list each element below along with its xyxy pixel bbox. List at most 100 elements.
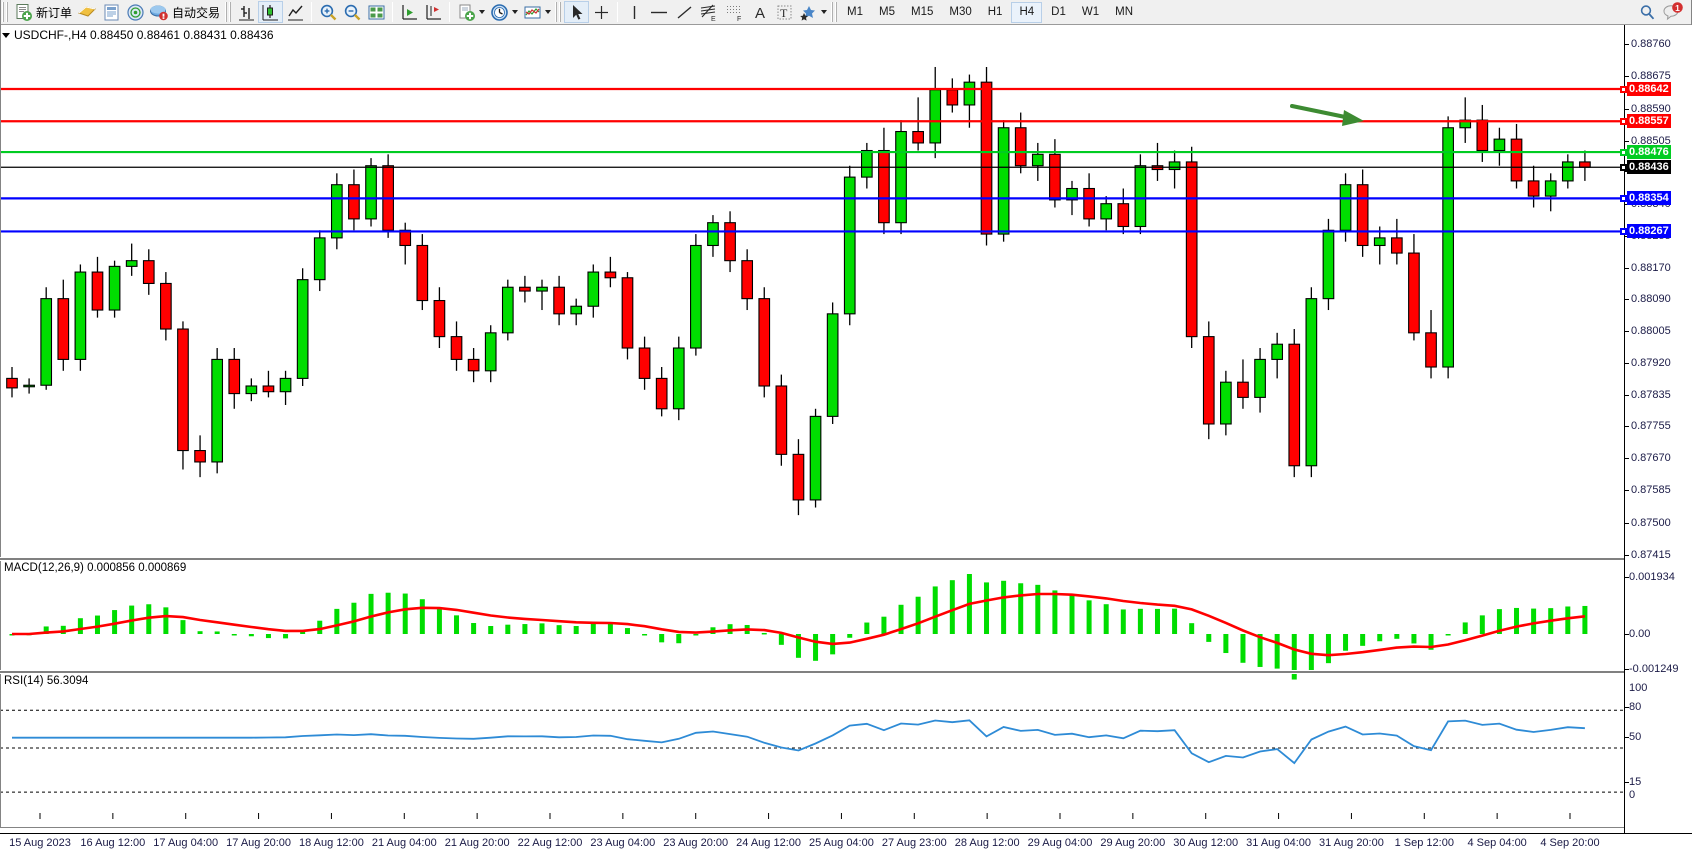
auto-scroll-button[interactable] <box>397 1 421 23</box>
price-scale[interactable]: 0.887600.886750.885900.885050.884250.883… <box>1620 25 1692 853</box>
crosshair-icon <box>594 5 608 19</box>
timeframe-m5[interactable]: M5 <box>879 6 895 18</box>
period-dropdown-caret[interactable] <box>512 10 519 14</box>
candle-body <box>433 299 446 338</box>
candle-body <box>1202 336 1215 425</box>
vertical-line-button[interactable] <box>622 1 646 23</box>
chart-menu-caret-icon[interactable] <box>2 32 10 38</box>
price-level-badge[interactable]: 0.88436 <box>1627 160 1671 175</box>
timeframe-d1[interactable]: D1 <box>1051 6 1066 18</box>
fibonacci-button[interactable]: E <box>696 1 722 23</box>
candle-body <box>638 347 651 379</box>
time-axis-label: 4 Sep 20:00 <box>1540 837 1600 849</box>
macd-histogram-bar <box>1394 634 1400 639</box>
timeframe-m1[interactable]: M1 <box>847 6 864 18</box>
grid-button[interactable] <box>364 1 388 23</box>
toolbar-grip-2[interactable] <box>224 2 232 22</box>
macd-histogram-bar <box>539 623 545 634</box>
objects-button[interactable] <box>796 1 820 23</box>
candle-body <box>1322 229 1335 300</box>
timeframe-w1[interactable]: W1 <box>1081 6 1100 18</box>
macd-histogram-bar <box>778 634 784 645</box>
indicators-button[interactable] <box>520 1 544 23</box>
horizontal-line-button[interactable] <box>646 1 672 23</box>
zoom-in-button[interactable] <box>316 1 340 23</box>
price-level-marker <box>1620 118 1627 126</box>
price-level-badge[interactable]: 0.88267 <box>1627 224 1671 239</box>
toolbar-grip-4[interactable] <box>830 2 838 22</box>
history-button[interactable] <box>75 1 99 23</box>
templates-button[interactable] <box>454 1 478 23</box>
timeframe-m30[interactable]: M30 <box>949 6 972 18</box>
macd-histogram-bar <box>1325 634 1331 664</box>
candle-body <box>809 415 822 501</box>
line-chart-button[interactable] <box>283 1 307 23</box>
candle-chart-button[interactable] <box>258 1 284 23</box>
candle-body <box>177 328 189 452</box>
candle-body <box>536 286 548 292</box>
candle-body <box>672 347 685 410</box>
price-level-badge[interactable]: 0.88354 <box>1627 191 1671 206</box>
indicators-dropdown-caret[interactable] <box>545 10 552 14</box>
trendline-button[interactable] <box>672 1 696 23</box>
period-button[interactable] <box>487 1 511 23</box>
macd-histogram-bar <box>1035 584 1041 634</box>
text-button[interactable]: A <box>748 1 772 23</box>
time-axis-label: 30 Aug 12:00 <box>1173 837 1239 849</box>
price-tick <box>1625 363 1629 365</box>
macd-histogram-bar <box>60 625 66 634</box>
toolbar-grip-3[interactable] <box>554 2 562 22</box>
up-trend-arrow-icon[interactable] <box>1290 104 1364 126</box>
macd-histogram-bar <box>1103 604 1109 634</box>
time-scale[interactable]: 15 Aug 2023 16 Aug 12:00 17 Aug 04:00 17 Au… <box>0 833 1692 853</box>
symbol-info-bar[interactable]: USDCHF-,H4 0.88450 0.88461 0.88431 0.884… <box>2 28 274 42</box>
macd-histogram-bar <box>881 616 887 634</box>
auto-scroll-icon <box>401 4 417 20</box>
news-button[interactable] <box>99 1 123 23</box>
candle-body <box>1493 138 1506 152</box>
text-label-button[interactable]: T <box>772 1 796 23</box>
new-order-button[interactable] <box>11 1 35 23</box>
price-level-badge[interactable]: 0.88557 <box>1627 114 1671 129</box>
candle-chart-icon <box>262 4 279 20</box>
macd-histogram-bar <box>214 631 220 634</box>
candle-body <box>330 184 343 239</box>
price-tick <box>1625 555 1629 556</box>
auto-trading-button[interactable] <box>147 1 171 23</box>
toolbar-separator-4 <box>617 2 619 22</box>
timeframe-m15[interactable]: M15 <box>911 6 934 18</box>
svg-text:F: F <box>737 16 741 22</box>
chart-shift-button[interactable] <box>421 1 445 23</box>
bar-chart-button[interactable] <box>234 1 258 23</box>
timeframe-mn[interactable]: MN <box>1115 6 1133 18</box>
signals-button[interactable] <box>123 1 147 23</box>
macd-scale-label: 0.001934 <box>1629 571 1675 583</box>
search-button[interactable] <box>1636 1 1660 23</box>
candle-body <box>519 286 531 292</box>
zoom-out-button[interactable] <box>340 1 364 23</box>
crosshair-button[interactable] <box>589 1 613 23</box>
chart-canvas[interactable] <box>0 25 1624 833</box>
timeframe-h4[interactable]: H4 <box>1011 1 1043 23</box>
candle-body <box>690 244 702 349</box>
price-level-badge[interactable]: 0.88476 <box>1627 145 1671 160</box>
horizontal-level-lines[interactable] <box>0 87 1624 233</box>
timeframe-h1[interactable]: H1 <box>987 6 1003 18</box>
price-tick-label: 0.88005 <box>1631 324 1671 337</box>
chart-window[interactable]: 0.887600.886750.885900.885050.884250.883… <box>0 25 1692 853</box>
toolbar-grip-1[interactable] <box>1 2 8 22</box>
time-axis-label: 28 Aug 12:00 <box>954 837 1020 849</box>
objects-dropdown-caret[interactable] <box>821 10 828 14</box>
cursor-button[interactable] <box>564 1 590 23</box>
notifications-button[interactable]: 1 <box>1660 1 1686 23</box>
fibonacci-icon: E <box>700 4 716 22</box>
templates-dropdown-caret[interactable] <box>479 10 486 14</box>
macd-histogram-bar <box>1411 634 1417 644</box>
price-level-badge[interactable]: 0.88642 <box>1627 82 1671 96</box>
macd-histogram-bar <box>505 624 511 634</box>
macd-histogram-bar <box>248 634 254 637</box>
rsi-scale-label: 100 <box>1629 682 1648 694</box>
equidistant-channel-button[interactable]: F <box>722 1 748 23</box>
time-axis-label: 15 Aug 2023 <box>9 837 71 849</box>
candle-body <box>1083 187 1095 220</box>
